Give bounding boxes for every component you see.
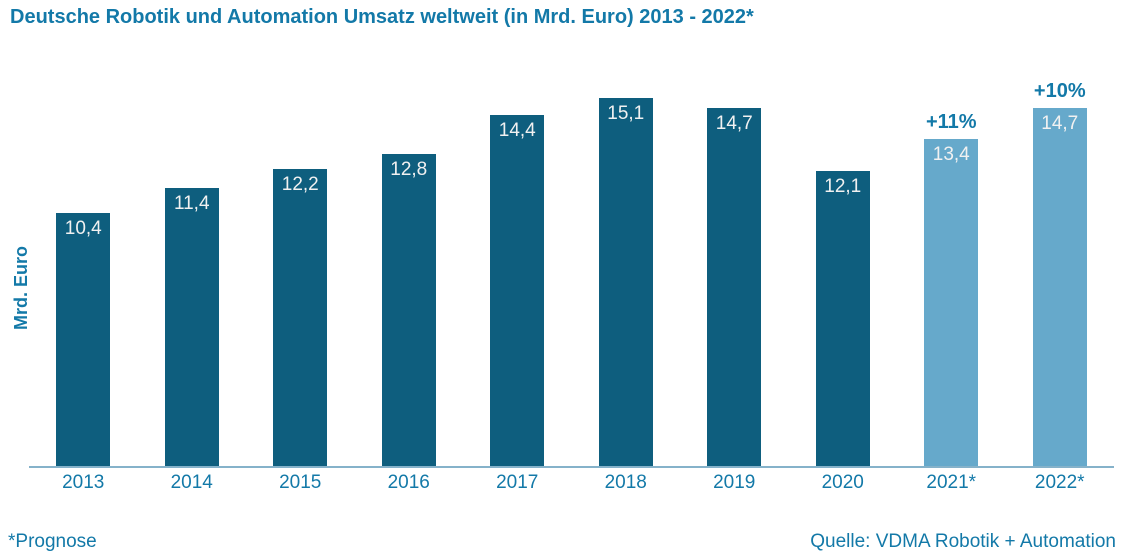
x-tick-label-2022: 2022* (1034, 472, 1085, 493)
bar-group-2014: 11,4 (138, 70, 247, 466)
x-tick-label-2017: 2017 (496, 472, 539, 493)
bar-value-label: 14,7 (1041, 113, 1079, 134)
bar-2017: 14,4 (490, 115, 545, 466)
bar-value-label: 12,2 (281, 174, 319, 195)
bar-value-label: 12,1 (824, 176, 862, 197)
x-tick-label-2019: 2019 (713, 472, 756, 493)
bar-2013: 10,4 (56, 213, 111, 466)
bar-2014: 11,4 (164, 188, 219, 466)
x-tick-label-2014: 2014 (170, 472, 213, 493)
bar-group-2015: 12,2 (246, 70, 355, 466)
x-tick-label-2020: 2020 (821, 472, 864, 493)
bar-2019: 14,7 (707, 108, 762, 466)
x-axis-labels: 2013 2014 2015 2016 2017 2018 2019 2020 2021* 202… (29, 472, 1114, 494)
bar-value-label: 10,4 (64, 218, 102, 239)
bar-2016: 12,8 (381, 154, 436, 466)
bar-group-2017: 14,4 (463, 70, 572, 466)
bar-2015: 12,2 (273, 169, 328, 466)
bar-value-label: 11,4 (173, 193, 210, 214)
bar-2020: 12,1 (815, 171, 870, 466)
bar-value-label: 14,7 (715, 113, 753, 134)
chart-title: Deutsche Robotik und Automation Umsatz w… (10, 6, 754, 28)
bar-value-label: 12,8 (390, 159, 428, 180)
x-tick-label-2015: 2015 (279, 472, 322, 493)
footnote-prognose: *Prognose (8, 531, 97, 552)
source-credit: Quelle: VDMA Robotik + Automation (810, 531, 1116, 552)
bar-group-2020: 12,1 (789, 70, 898, 466)
bar-value-label: 15,1 (607, 103, 645, 124)
growth-annotation-2022: +10% (1033, 80, 1086, 102)
x-tick-label-2016: 2016 (387, 472, 430, 493)
growth-annotation-2021: +11% (925, 111, 977, 133)
bar-group-2018: 15,1 (572, 70, 681, 466)
bar-2021: 13,4 (924, 139, 979, 466)
bar-value-label: 13,4 (932, 144, 970, 165)
bar-value-label: 14,4 (498, 120, 536, 141)
bar-2018: 15,1 (598, 98, 653, 466)
x-tick-label-2013: 2013 (62, 472, 105, 493)
bar-group-2016: 12,8 (355, 70, 464, 466)
bar-group-2019: 14,7 (680, 70, 789, 466)
bar-group-2022: +10% 14,7 (1006, 70, 1115, 466)
bar-2022: 14,7 (1032, 108, 1087, 466)
bar-group-2021: +11% 13,4 (897, 70, 1006, 466)
plot-area: 10,4 11,4 12,2 12,8 14,4 15,1 14,7 12,1 +11% 13,4… (29, 70, 1114, 468)
x-tick-label-2021: 2021* (926, 472, 977, 493)
x-tick-label-2018: 2018 (604, 472, 647, 493)
bar-group-2013: 10,4 (29, 70, 138, 466)
